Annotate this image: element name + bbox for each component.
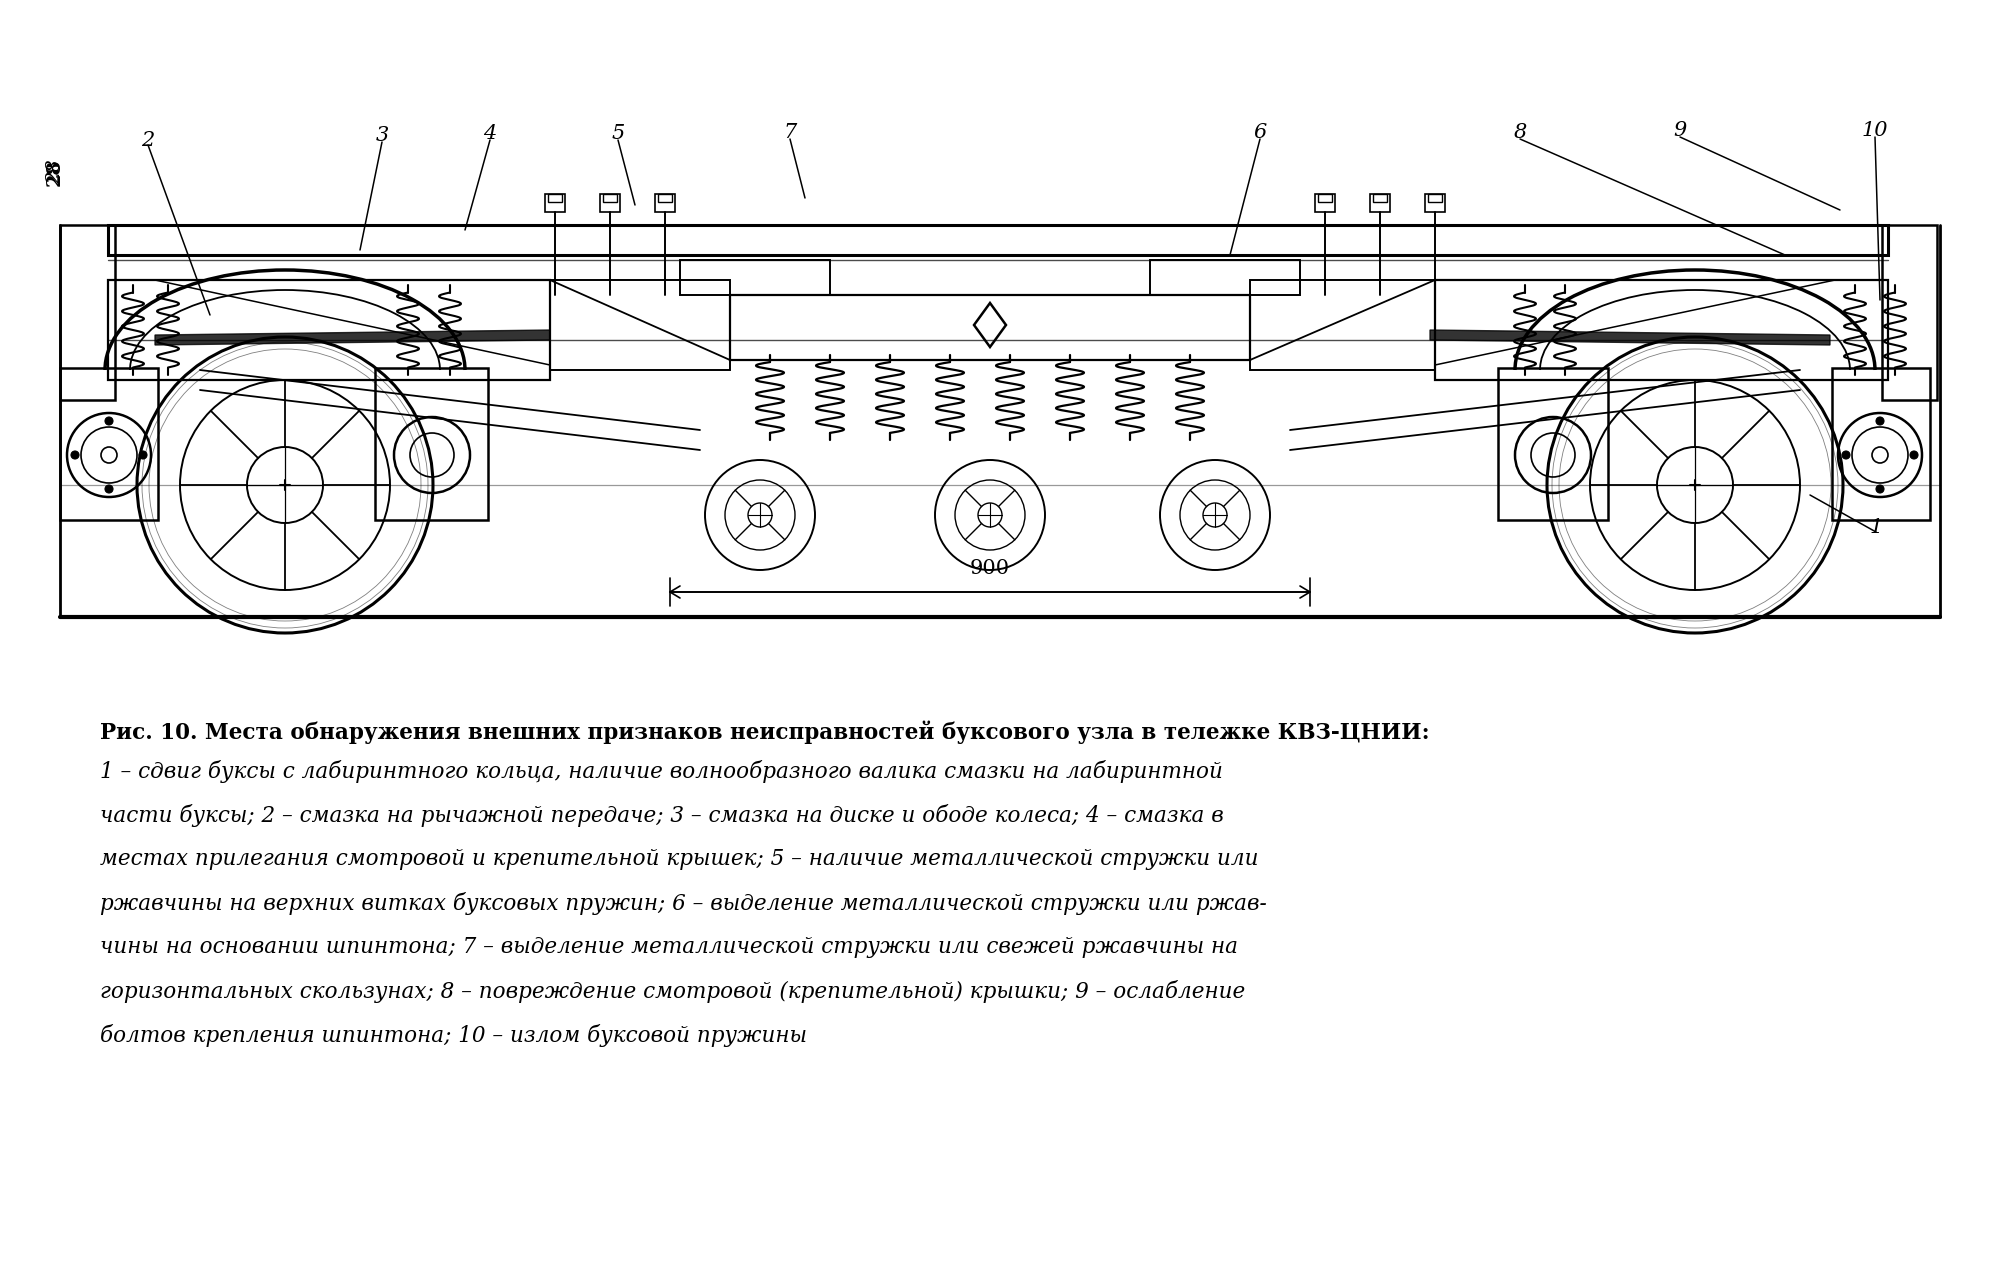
Text: 10: 10 [1862,121,1888,139]
Text: 2: 2 [141,130,155,149]
Circle shape [1842,450,1850,459]
Circle shape [1909,450,1917,459]
Bar [374,368,487,520]
Text: болтов крепления шпинтона; 10 – излом буксовой пружины: болтов крепления шпинтона; 10 – излом бу… [99,1024,808,1048]
Bar [1832,368,1929,520]
Bar [1315,194,1335,212]
Bar [1317,194,1331,202]
Bar [654,194,674,212]
Text: местах прилегания смотровой и крепительной крышек; 5 – наличие металлической стр: местах прилегания смотровой и крепительн… [99,848,1257,870]
Text: части буксы; 2 – смазка на рычажной передаче; 3 – смазка на диске и ободе колеса: части буксы; 2 – смазка на рычажной пере… [99,804,1223,828]
Text: 900: 900 [969,559,1010,578]
Circle shape [139,450,147,459]
Bar [1424,194,1444,212]
Bar [549,281,730,369]
Text: 3: 3 [376,126,388,144]
Bar [60,368,157,520]
Bar [1249,281,1434,369]
Circle shape [1876,417,1884,425]
Text: чины на основании шпинтона; 7 – выделение металлической стружки или свежей ржавч: чины на основании шпинтона; 7 – выделени… [99,936,1237,958]
Bar [107,225,1888,255]
Text: 1: 1 [1868,517,1882,537]
Bar [547,194,561,202]
Bar [730,295,1249,360]
Text: горизонтальных скользунах; 8 – повреждение смотровой (крепительной) крышки; 9 – : горизонтальных скользунах; 8 – поврежден… [99,979,1245,1003]
Polygon shape [155,329,549,345]
Text: 1 – сдвиг буксы с лабиринтного кольца, наличие волнообразного валика смазки на л: 1 – сдвиг буксы с лабиринтного кольца, н… [99,761,1223,782]
Circle shape [1876,485,1884,493]
Bar [603,194,617,202]
Circle shape [72,450,80,459]
Text: 4: 4 [483,124,497,143]
Bar [107,281,549,380]
Text: 6: 6 [1253,122,1265,142]
Polygon shape [1430,329,1830,345]
Bar [1150,260,1299,295]
Circle shape [105,485,113,493]
Text: 28: 28 [46,158,64,185]
Text: ржавчины на верхних витках буксовых пружин; 6 – выделение металлической стружки : ржавчины на верхних витках буксовых пруж… [99,892,1267,915]
Text: 28: 28 [46,160,64,184]
Bar [680,260,829,295]
Bar [1882,225,1935,400]
Bar [1434,281,1888,380]
Text: 9: 9 [1673,121,1687,139]
Circle shape [105,417,113,425]
Text: 8: 8 [1512,122,1526,142]
Bar [1428,194,1442,202]
Bar [601,194,621,212]
Bar [1368,194,1388,212]
Bar [60,225,115,400]
Text: Рис. 10. Места обнаружения внешних признаков неисправностей буксового узла в тел: Рис. 10. Места обнаружения внешних призн… [99,719,1428,744]
Text: 7: 7 [784,122,796,142]
Bar [1372,194,1386,202]
Bar [1498,368,1607,520]
Text: 5: 5 [611,124,625,143]
Bar [658,194,672,202]
Bar [545,194,565,212]
